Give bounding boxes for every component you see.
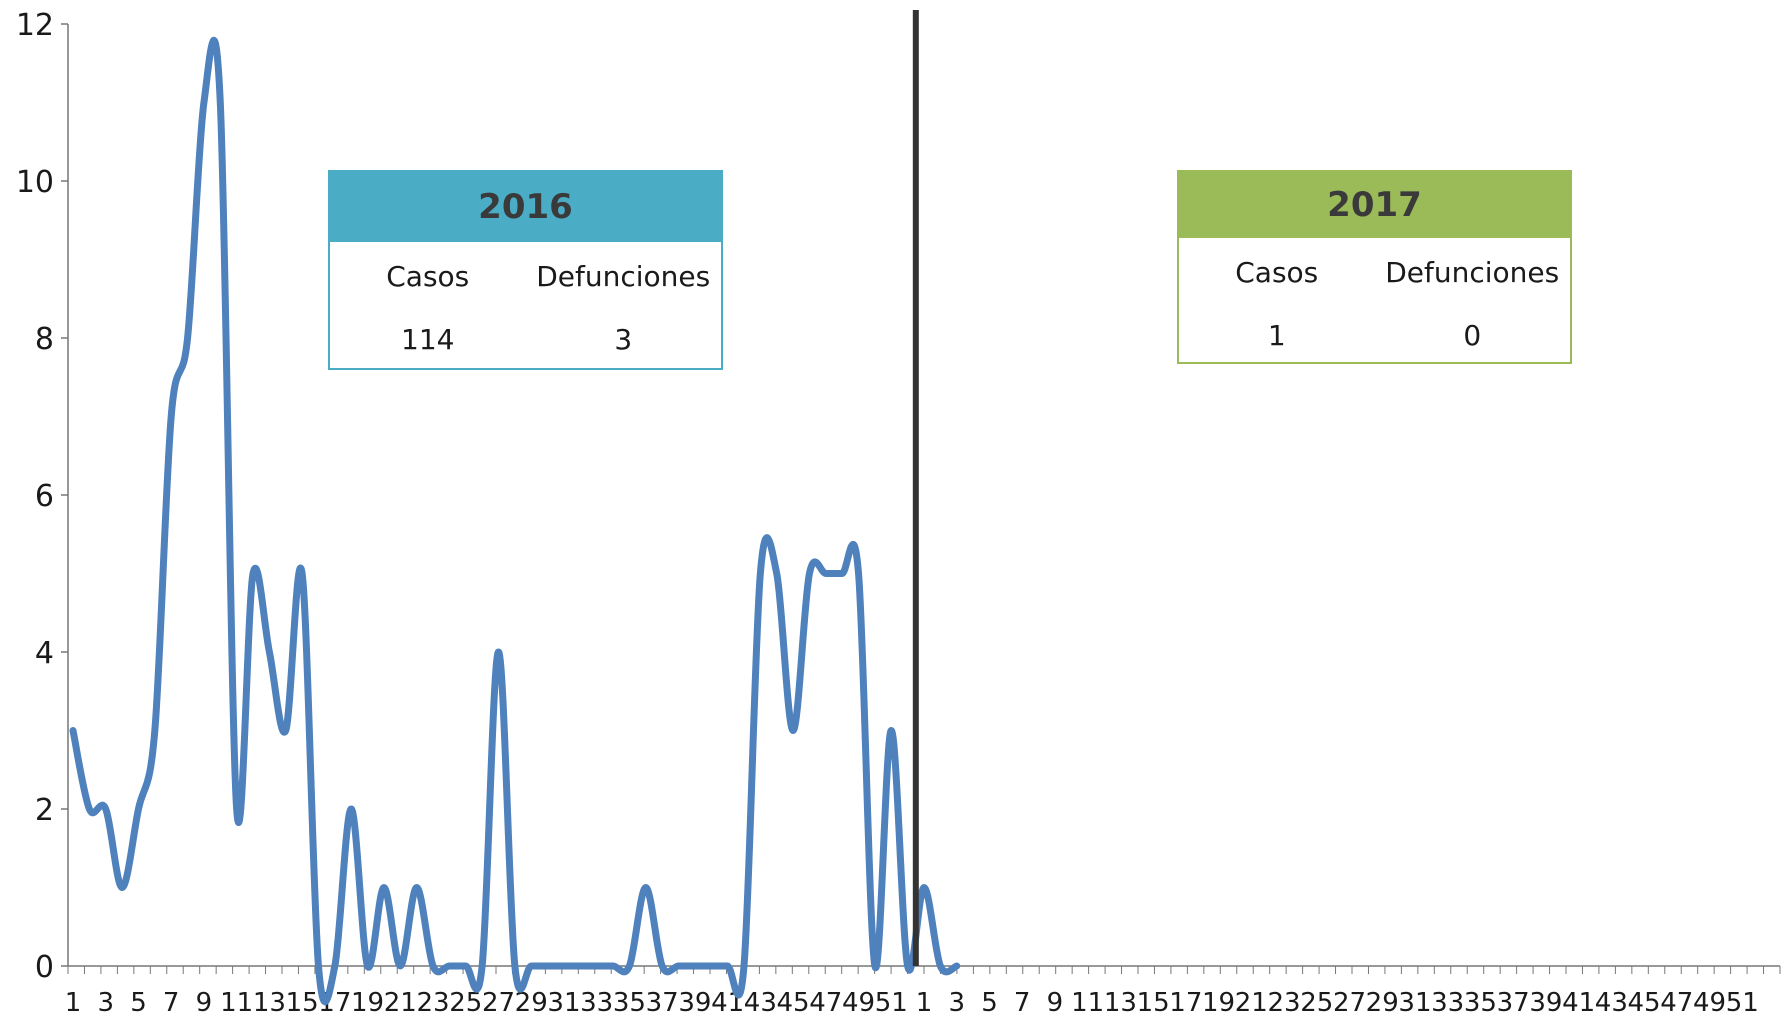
x-tick-label: 35 [1464, 988, 1497, 1018]
panel-2016-casos-label: Casos [386, 260, 470, 293]
x-axis: 1 3 5 7 9 11 13 15 17 19 21 23 25 27 29 31 33 35 37 39 41 43 4… [65, 965, 1781, 1018]
x-tick-label: 41 [1562, 988, 1595, 1018]
panel-2017-year: 2017 [1179, 172, 1570, 238]
x-tick-label: 43 [1595, 988, 1628, 1018]
x-tick-label: 27 [1333, 988, 1366, 1018]
x-tick-label: 39 [678, 988, 711, 1018]
panel-2016-defunciones-value: 3 [614, 323, 633, 356]
panel-2016-year: 2016 [330, 172, 721, 242]
y-tick-label: 6 [35, 479, 54, 514]
x-tick-label: 43 [744, 988, 777, 1018]
y-tick-label: 12 [16, 8, 54, 43]
x-tick-label: 33 [580, 988, 613, 1018]
x-tick-label: 11 [220, 988, 253, 1018]
panel-2017-casos-label: Casos [1235, 256, 1319, 289]
x-tick-label: 27 [482, 988, 515, 1018]
x-tick-label: 47 [809, 988, 842, 1018]
x-tick-label: 7 [163, 988, 180, 1018]
x-tick-label: 15 [1137, 988, 1170, 1018]
panel-2016: 2016 Casos Defunciones 114 3 [328, 170, 723, 370]
panel-2017-defunciones-value: 0 [1463, 319, 1482, 352]
x-tick-label: 9 [1047, 988, 1064, 1018]
y-axis: 0 2 4 6 8 10 12 [16, 8, 69, 985]
x-tick-label: 25 [1300, 988, 1333, 1018]
x-tick-label: 23 [416, 988, 449, 1018]
x-tick-label: 15 [286, 988, 319, 1018]
x-tick-label: 33 [1431, 988, 1464, 1018]
x-tick-label: 3 [97, 988, 114, 1018]
panel-2017-casos-value: 1 [1267, 319, 1286, 352]
y-tick-label: 0 [35, 950, 54, 985]
panel-2016-casos-value: 114 [401, 323, 455, 356]
x-tick-label: 37 [646, 988, 679, 1018]
x-tick-label: 45 [1628, 988, 1661, 1018]
x-tick-label: 35 [613, 988, 646, 1018]
x-tick-label: 51 [875, 988, 908, 1018]
x-tick-label: 1 [916, 988, 933, 1018]
x-tick-label: 5 [130, 988, 147, 1018]
x-tick-label: 47 [1660, 988, 1693, 1018]
x-tick-label: 45 [777, 988, 810, 1018]
panel-2017-defunciones-label: Defunciones [1385, 256, 1560, 289]
series-line [69, 36, 961, 1006]
x-tick-label: 21 [1235, 988, 1268, 1018]
x-tick-label: 13 [1104, 988, 1137, 1018]
y-tick-label: 2 [35, 793, 54, 828]
x-tick-label: 23 [1267, 988, 1300, 1018]
x-tick-label: 51 [1726, 988, 1759, 1018]
x-tick-label: 19 [1202, 988, 1235, 1018]
x-tick-label: 21 [384, 988, 417, 1018]
x-tick-label: 29 [515, 988, 548, 1018]
x-tick-label: 31 [1398, 988, 1431, 1018]
x-tick-label: 25 [449, 988, 482, 1018]
panel-2016-defunciones-label: Defunciones [536, 260, 711, 293]
y-tick-label: 10 [16, 165, 54, 200]
x-tick-label: 31 [547, 988, 580, 1018]
series-layer [69, 36, 961, 1006]
x-tick-label: 9 [196, 988, 213, 1018]
x-tick-label: 13 [253, 988, 286, 1018]
x-tick-label: 19 [351, 988, 384, 1018]
x-tick-label: 49 [1693, 988, 1726, 1018]
x-tick-label: 37 [1497, 988, 1530, 1018]
x-tick-label: 29 [1366, 988, 1399, 1018]
x-tick-label: 3 [948, 988, 965, 1018]
x-tick-label: 7 [1014, 988, 1031, 1018]
x-tick-label: 5 [981, 988, 998, 1018]
x-tick-label: 49 [842, 988, 875, 1018]
y-tick-label: 8 [35, 322, 54, 357]
x-tick-label: 11 [1071, 988, 1104, 1018]
x-tick-label: 39 [1529, 988, 1562, 1018]
panel-2017: 2017 Casos Defunciones 1 0 [1177, 170, 1572, 364]
y-tick-label: 4 [35, 636, 54, 671]
x-tick-label: 1 [65, 988, 82, 1018]
x-tick-label: 17 [1169, 988, 1202, 1018]
